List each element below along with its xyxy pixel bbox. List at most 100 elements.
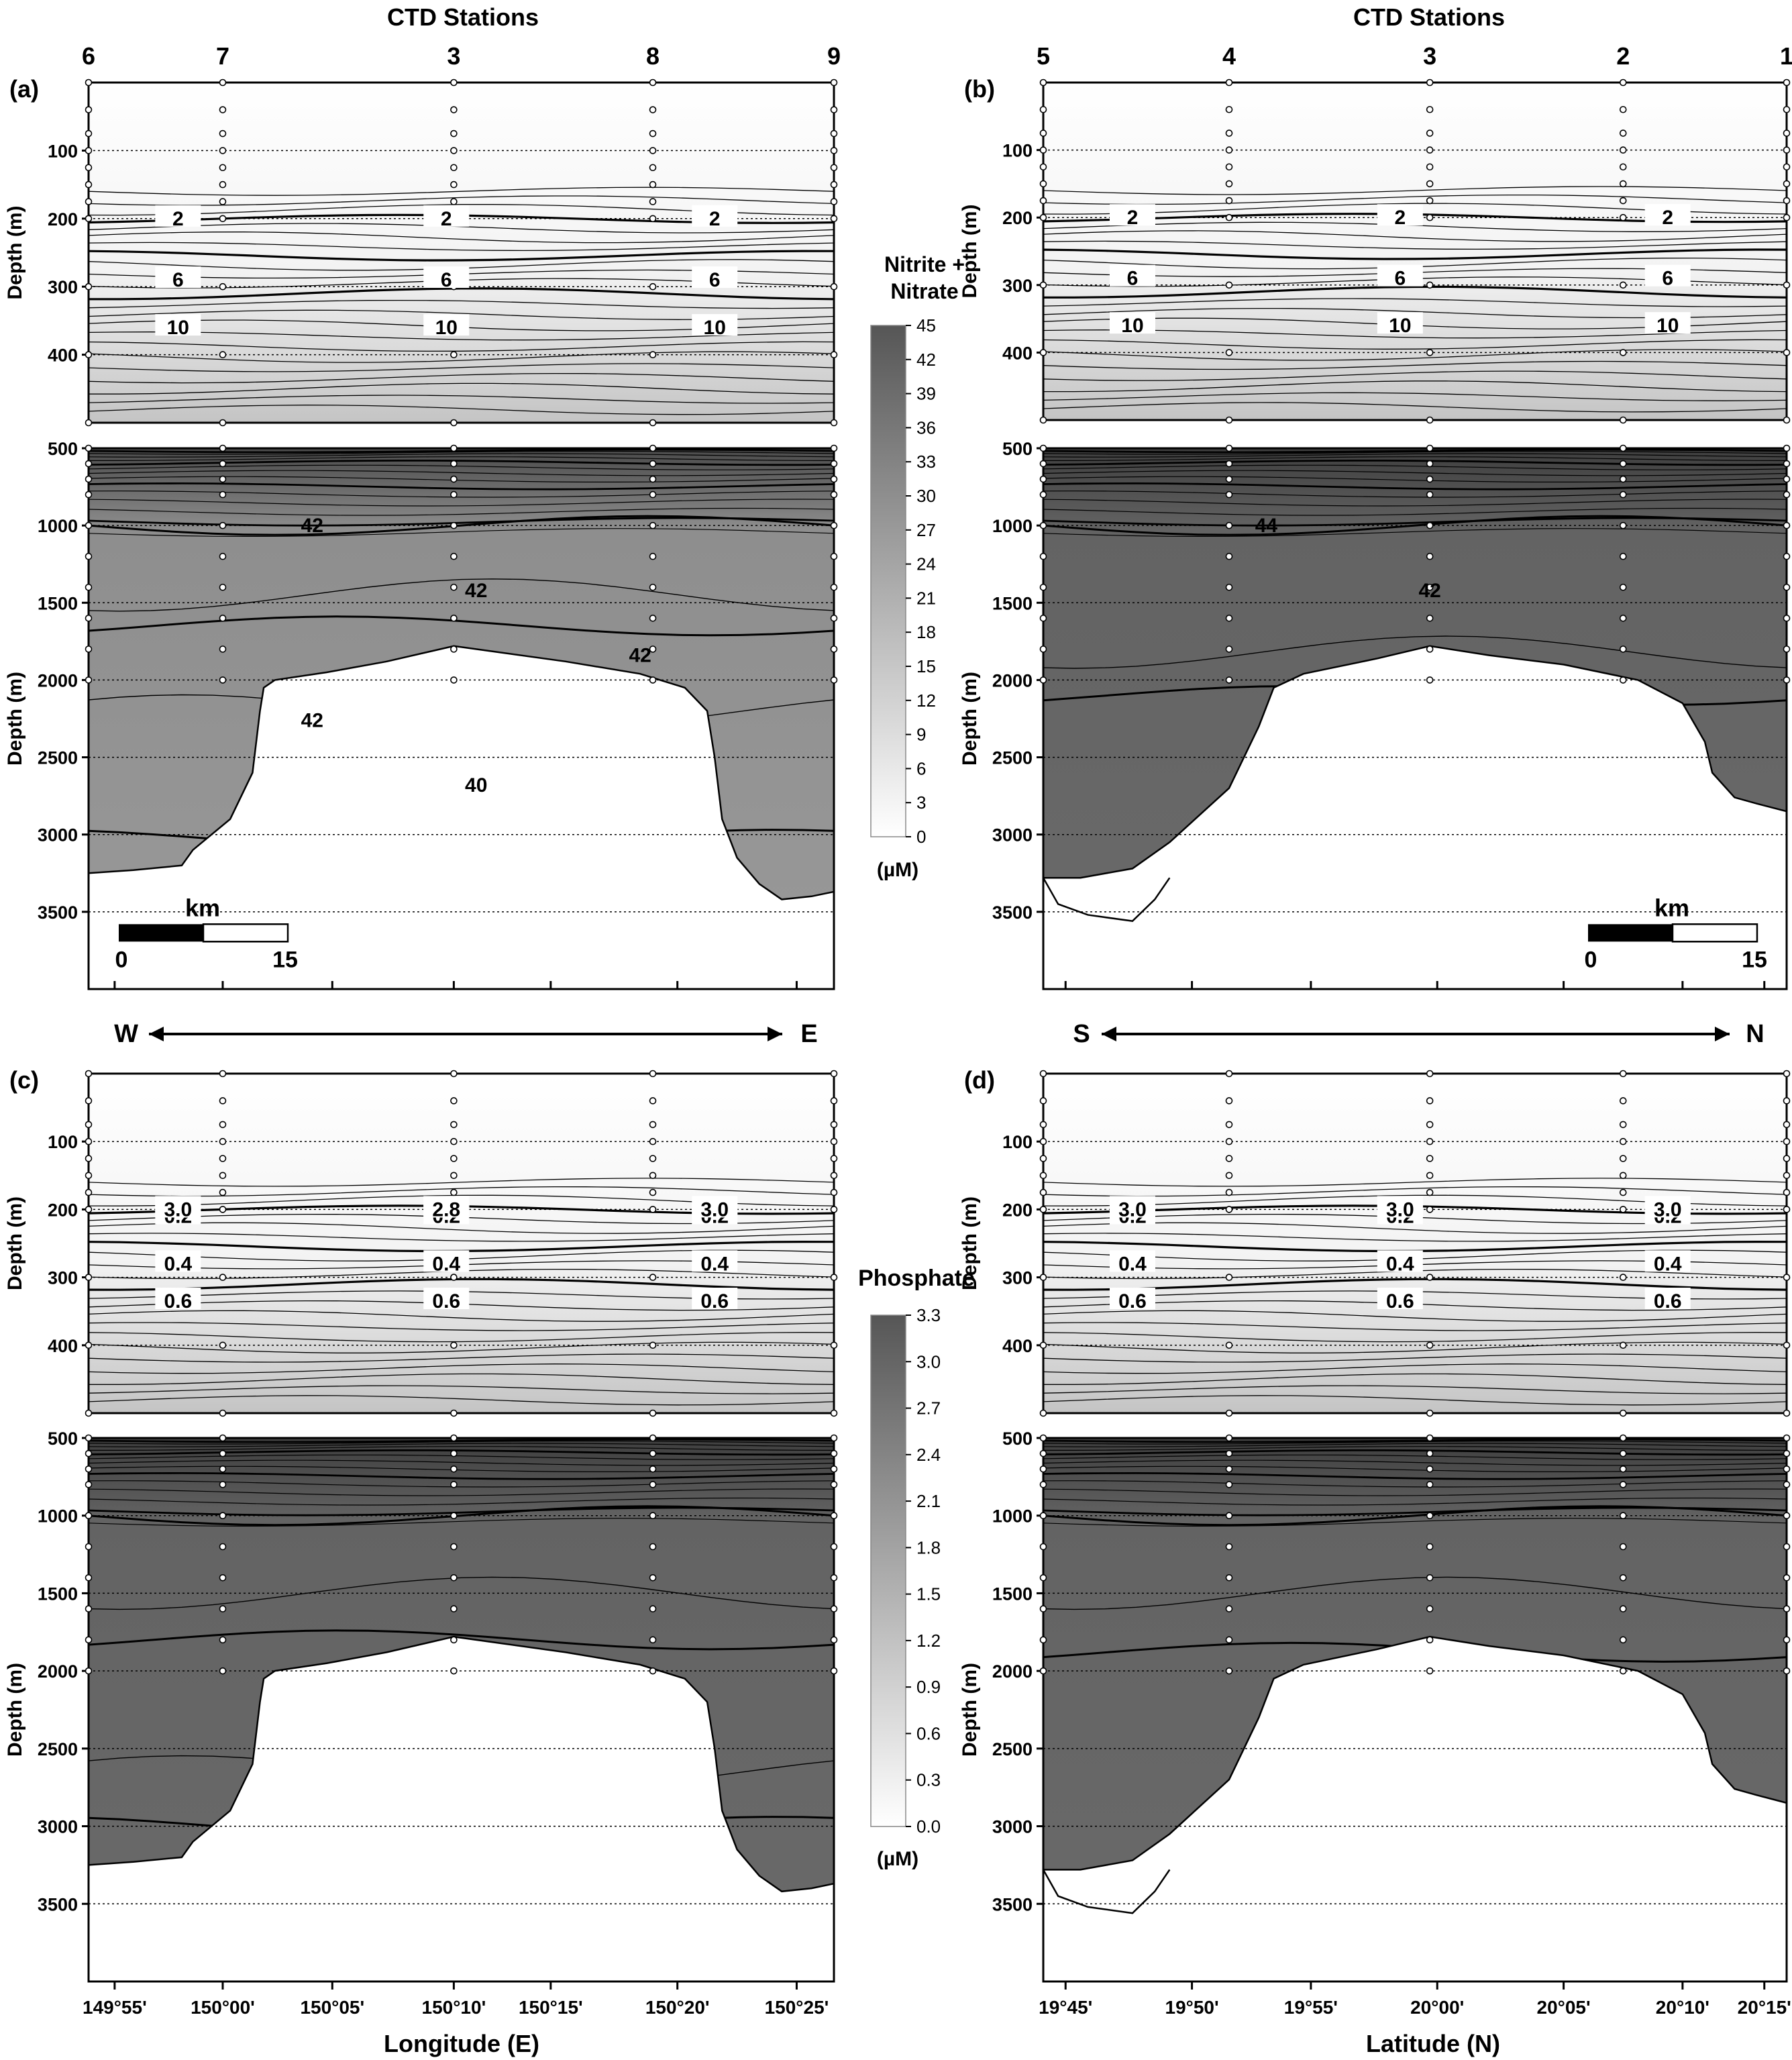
- contour-line: [1043, 1449, 1787, 1456]
- contour-label-bg: [155, 1250, 201, 1272]
- contour-line: [88, 470, 835, 476]
- contour-line: [1043, 1233, 1787, 1242]
- ytick-label: 400: [48, 1336, 78, 1356]
- sample-point: [1039, 1188, 1047, 1196]
- panel-c: 100 200 300 400 Depth (m) 500 1000 1500 2000 2500…: [4, 1066, 838, 2018]
- scale-bar-white: [202, 923, 289, 943]
- sample-point: [85, 1121, 93, 1129]
- sample-point: [649, 444, 657, 452]
- sample-point: [219, 521, 227, 529]
- stations-title-right: CTD Stations: [1353, 3, 1505, 31]
- ytick-label: 500: [1002, 439, 1033, 459]
- sample-point: [450, 1605, 458, 1612]
- sample-point: [450, 1449, 458, 1457]
- sample-point: [450, 1121, 458, 1129]
- sample-point: [1426, 444, 1434, 452]
- sample-point: [649, 583, 657, 591]
- contour-line: [88, 1449, 835, 1456]
- ytick-label: 3000: [38, 825, 78, 845]
- sample-point: [219, 1605, 227, 1612]
- sample-point: [1619, 615, 1627, 622]
- contour-label-bg: [692, 1288, 738, 1310]
- sample-point: [450, 460, 458, 468]
- colorbar-tick-label: 2.4: [916, 1445, 941, 1465]
- sample-point: [85, 1636, 93, 1644]
- ytick-label: 2000: [992, 1661, 1033, 1682]
- sample-point: [450, 1341, 458, 1349]
- sample-point: [450, 444, 458, 452]
- sample-point: [1426, 676, 1434, 684]
- sample-point: [1783, 583, 1791, 591]
- contour-value-label: 0.4: [700, 1253, 729, 1275]
- sample-point: [85, 130, 93, 138]
- sample-point: [649, 1543, 657, 1551]
- sample-point: [1039, 1172, 1047, 1180]
- sample-point: [830, 1155, 838, 1162]
- contour-label-bg: [1644, 1196, 1691, 1218]
- sample-point: [1225, 349, 1233, 356]
- xtick-label: 150°20': [645, 1997, 710, 2018]
- sample-point: [450, 583, 458, 591]
- panel-label: (d): [964, 1066, 995, 1094]
- sample-point: [1619, 1574, 1627, 1582]
- arrowhead-left-icon: [1102, 1027, 1116, 1041]
- contour-line: [88, 528, 835, 537]
- contour-line: [88, 372, 835, 384]
- sample-point: [85, 419, 93, 427]
- sample-point: [1619, 281, 1627, 289]
- sample-point: [85, 1512, 93, 1520]
- colorbar-tick-label: 3: [916, 792, 926, 813]
- sample-point: [830, 215, 838, 223]
- seamount-bathymetry: [87, 1635, 835, 1983]
- sample-point: [85, 1097, 93, 1104]
- contour-value-label: 2: [1127, 207, 1139, 229]
- sample-point: [1426, 130, 1434, 137]
- contour-line: [88, 331, 835, 341]
- sample-point: [85, 1481, 93, 1488]
- colorbar-phosphate-title: Phosphate: [858, 1266, 975, 1291]
- sample-point: [649, 1137, 657, 1145]
- colorbar-nitrate-title-2: Nitrate: [890, 279, 958, 303]
- sample-point: [1039, 1605, 1047, 1612]
- contour-label-bg: [1644, 1288, 1691, 1310]
- sample-point: [1426, 163, 1434, 171]
- contour-line: [1043, 370, 1787, 381]
- sample-point: [1426, 1667, 1434, 1675]
- contour-line: [1043, 1518, 1787, 1527]
- sample-point: [649, 282, 657, 291]
- sample-point: [1783, 444, 1791, 452]
- sample-point: [830, 130, 838, 138]
- contour-line: [1043, 1480, 1787, 1488]
- sample-point: [1426, 1409, 1434, 1417]
- sample-point: [85, 1188, 93, 1196]
- sample-point: [1783, 1636, 1791, 1644]
- sample-point: [1619, 552, 1627, 560]
- colorbar-tick-label: 0.6: [916, 1723, 941, 1743]
- sample-point: [1225, 130, 1233, 137]
- sample-point: [1426, 1574, 1434, 1582]
- sample-point: [1619, 180, 1627, 188]
- sample-point: [1426, 105, 1434, 113]
- sample-point: [219, 1137, 227, 1145]
- contour-line: [1043, 1497, 1787, 1506]
- sample-point: [450, 552, 458, 560]
- contour-line: [88, 395, 835, 404]
- sample-point: [1426, 1449, 1434, 1457]
- sample-point: [1039, 416, 1047, 424]
- contour-line: [1043, 635, 1787, 669]
- sample-point: [85, 1543, 93, 1551]
- ytick-label: 2000: [992, 670, 1033, 690]
- sample-point: [649, 1574, 657, 1582]
- sample-point: [830, 1206, 838, 1213]
- sample-point: [1619, 1409, 1627, 1417]
- contour-line: [88, 460, 835, 466]
- colorbar-tick-label: 0.3: [916, 1770, 941, 1790]
- sample-point: [1619, 1274, 1627, 1281]
- contour-line: [88, 1629, 835, 1651]
- sample-point: [1225, 552, 1233, 560]
- sample-point: [830, 1070, 838, 1078]
- sample-point: [219, 198, 227, 205]
- ytick-label: 500: [1002, 1429, 1033, 1449]
- sample-point: [649, 164, 657, 172]
- sample-point: [1619, 460, 1627, 468]
